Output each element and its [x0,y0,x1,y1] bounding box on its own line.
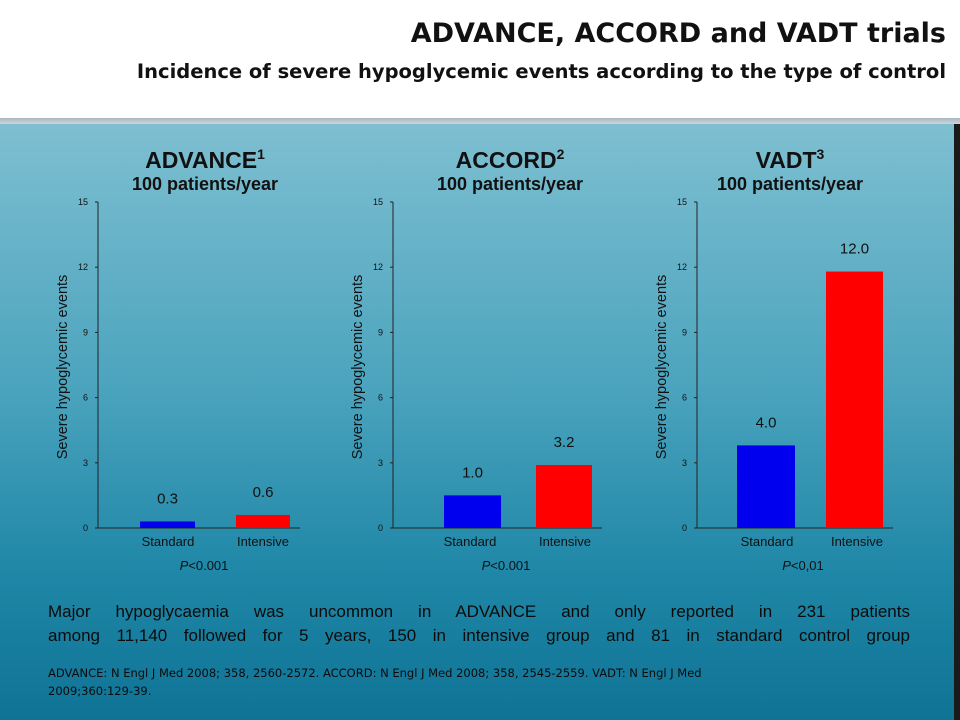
category-label: Standard [741,534,794,549]
y-tick-label: 15 [677,197,687,207]
y-tick-label: 9 [83,327,88,337]
chart-subtitle: 100 patients/year [132,174,278,194]
chart-title: VADT3 [756,146,825,173]
category-label: Intensive [831,534,883,549]
bar-standard [444,495,501,528]
y-tick-label: 3 [378,458,383,468]
p-value: P<0.001 [482,558,531,573]
data-label: 12.0 [840,241,869,258]
bar-standard [140,521,195,528]
y-tick-label: 6 [83,393,88,403]
data-label: 0.6 [253,484,274,501]
references-line-1: ADVANCE: N Engl J Med 2008; 358, 2560-25… [48,666,702,680]
summary-line-1: Major hypoglycaemia was uncommon in ADVA… [48,602,910,621]
y-tick-label: 6 [378,393,383,403]
y-tick-label: 9 [682,327,687,337]
y-tick-label: 6 [682,393,687,403]
bar-standard [737,445,795,528]
chart-title: ADVANCE1 [145,146,265,173]
category-label: Standard [142,534,195,549]
panel-edge [954,124,960,720]
category-label: Standard [444,534,497,549]
bar-intensive [236,514,290,528]
slide-subtitle: Incidence of severe hypoglycemic events … [136,60,946,83]
category-label: Intensive [539,534,591,549]
y-tick-label: 0 [83,523,88,533]
y-axis-label: Severe hypoglycemic events [654,275,670,460]
data-label: 4.0 [756,414,777,431]
y-tick-label: 9 [378,327,383,337]
y-tick-label: 12 [78,262,88,272]
references: ADVANCE: N Engl J Med 2008; 358, 2560-25… [48,664,848,700]
y-tick-label: 0 [378,523,383,533]
data-label: 1.0 [462,464,483,481]
data-label: 0.3 [157,490,178,507]
p-value: P<0,01 [782,558,824,573]
y-axis-label: Severe hypoglycemic events [350,275,366,460]
y-tick-label: 3 [682,458,687,468]
data-label: 3.2 [554,434,575,451]
p-value: P<0.001 [180,558,229,573]
chart-subtitle: 100 patients/year [437,174,583,194]
bar-intensive [826,271,883,528]
slide-header: ADVANCE, ACCORD and VADT trials Incidenc… [0,0,960,120]
y-tick-label: 12 [677,262,687,272]
content-panel [0,124,954,720]
category-label: Intensive [237,534,289,549]
y-axis-label: Severe hypoglycemic events [55,275,71,460]
references-line-2: 2009;360:129-39. [48,684,152,698]
y-tick-label: 0 [682,523,687,533]
y-tick-label: 3 [83,458,88,468]
y-tick-label: 15 [373,197,383,207]
chart-subtitle: 100 patients/year [717,174,863,194]
slide-title: ADVANCE, ACCORD and VADT trials [410,18,946,49]
chart-title: ACCORD2 [456,146,565,173]
summary-line-2: among 11,140 followed for 5 years, 150 i… [48,626,910,645]
bar-intensive [536,464,592,528]
y-tick-label: 15 [78,197,88,207]
y-tick-label: 12 [373,262,383,272]
